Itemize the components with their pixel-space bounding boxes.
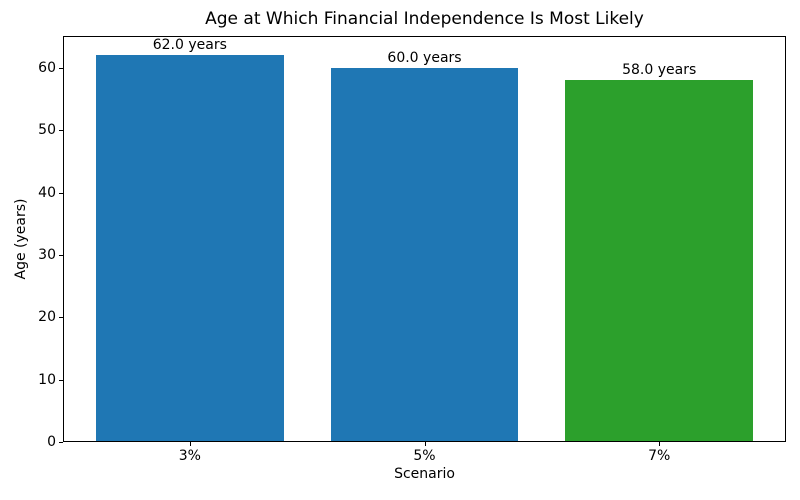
y-tick-mark [59, 442, 63, 443]
x-tick-label: 5% [413, 448, 436, 464]
x-axis-label: Scenario [394, 466, 455, 482]
y-tick-mark [59, 130, 63, 132]
y-tick-mark [59, 317, 63, 319]
y-tick-mark [59, 192, 63, 194]
x-tick-mark [424, 442, 426, 446]
y-tick-label: 60 [38, 59, 56, 76]
bar-value-label: 58.0 years [622, 62, 697, 79]
bar [95, 55, 284, 442]
bar [330, 67, 519, 442]
y-tick-mark [59, 67, 63, 69]
bar [565, 80, 754, 442]
x-tick-label: 3% [178, 448, 201, 464]
x-tick-mark [189, 442, 191, 446]
y-tick-label: 10 [38, 371, 56, 388]
y-tick-mark [59, 379, 63, 381]
y-tick-mark [59, 254, 63, 256]
y-tick-label: 50 [38, 122, 56, 139]
x-tick-label: 7% [648, 448, 671, 464]
y-tick-label: 30 [38, 246, 56, 263]
y-tick-label: 40 [38, 184, 56, 201]
bar-value-label: 62.0 years [152, 37, 227, 54]
y-tick-label: 20 [38, 309, 56, 326]
x-tick-mark [659, 442, 661, 446]
chart-title: Age at Which Financial Independence Is M… [205, 9, 644, 29]
y-tick-label: 0 [47, 434, 56, 450]
bar-value-label: 60.0 years [387, 49, 462, 66]
